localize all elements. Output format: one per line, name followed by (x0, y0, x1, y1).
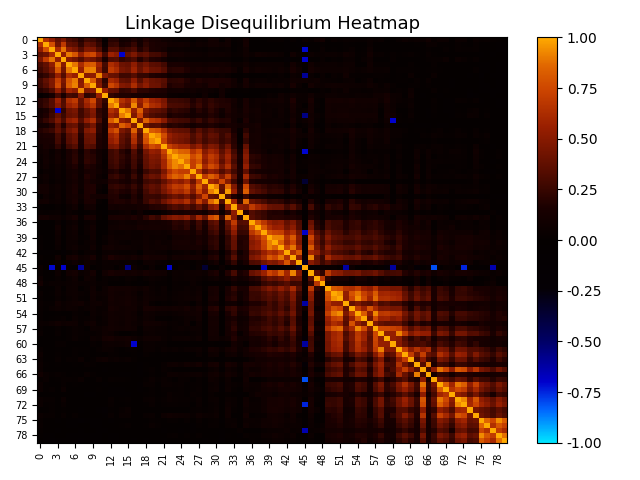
Title: Linkage Disequilibrium Heatmap: Linkage Disequilibrium Heatmap (125, 15, 420, 33)
